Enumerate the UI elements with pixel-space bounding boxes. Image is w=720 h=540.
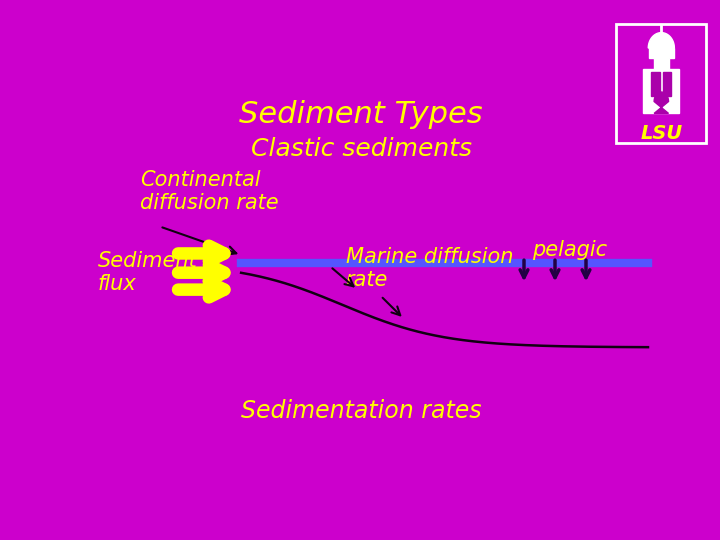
Text: Sediment Types: Sediment Types [240,100,483,130]
Polygon shape [663,72,671,96]
Text: Sediment
flux: Sediment flux [98,251,197,294]
Text: pelagic: pelagic [532,240,607,260]
Text: Marine diffusion
rate: Marine diffusion rate [346,247,513,291]
Polygon shape [654,92,668,113]
Polygon shape [644,48,679,113]
Polygon shape [652,72,660,96]
Text: Clastic sediments: Clastic sediments [251,138,472,161]
Text: Sedimentation rates: Sedimentation rates [241,399,482,423]
Text: Continental
diffusion rate: Continental diffusion rate [140,170,279,213]
Polygon shape [648,32,675,48]
Text: LSU: LSU [640,124,683,143]
